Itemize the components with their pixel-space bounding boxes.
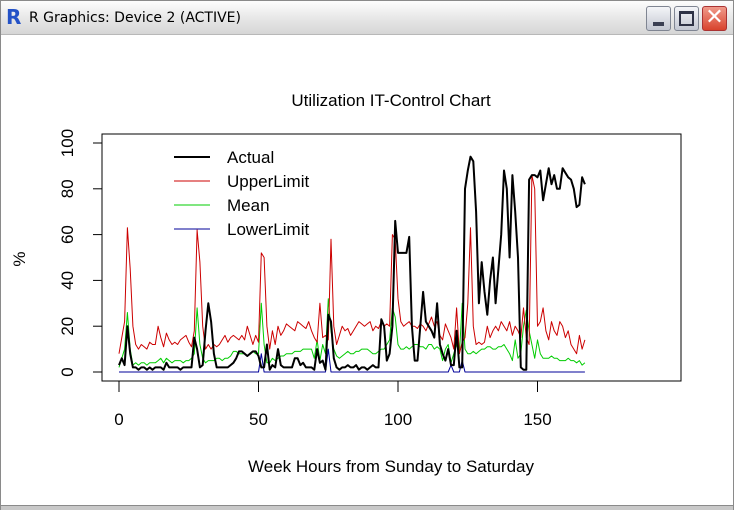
y-axis-label: %	[10, 251, 29, 266]
x-axis: 0 50 100 150	[114, 381, 552, 429]
minimize-icon	[653, 22, 664, 26]
legend-label: Mean	[227, 196, 270, 215]
title-bar[interactable]: R R Graphics: Device 2 (ACTIVE) ✕	[1, 1, 733, 35]
r-logo-icon: R	[6, 5, 22, 29]
x-tick-label: 0	[114, 410, 123, 429]
window-bottom-edge	[1, 505, 733, 510]
plot-box	[101, 133, 682, 382]
y-axis: 0 20 40 60 80 100	[58, 129, 102, 377]
chart-canvas: Utilization IT-Control Chart 0 20 40 60 80 10…	[10, 91, 682, 476]
x-tick-label: 100	[384, 410, 412, 429]
series-actual	[118, 155, 586, 371]
maximize-icon	[679, 11, 694, 26]
y-tick-label: 80	[58, 179, 77, 198]
minimize-button[interactable]	[646, 6, 671, 31]
y-tick-label: 0	[58, 367, 77, 376]
legend-label: LowerLimit	[227, 220, 309, 239]
y-tick-label: 40	[58, 271, 77, 290]
series-mean	[118, 298, 586, 368]
x-tick-label: 150	[523, 410, 551, 429]
y-tick-label: 60	[58, 225, 77, 244]
series-lines	[118, 155, 586, 373]
legend-label: Actual	[227, 148, 274, 167]
x-tick-label: 50	[249, 410, 268, 429]
series-upperlimit	[118, 174, 586, 355]
window-title: R Graphics: Device 2 (ACTIVE)	[29, 10, 241, 26]
maximize-button[interactable]	[674, 6, 699, 31]
series-lowerlimit	[119, 348, 585, 373]
close-icon: ✕	[705, 5, 724, 30]
y-tick-label: 20	[58, 317, 77, 336]
y-tick-label: 100	[58, 129, 77, 157]
chart-title: Utilization IT-Control Chart	[291, 91, 491, 110]
legend-label: UpperLimit	[227, 172, 309, 191]
close-button[interactable]: ✕	[702, 5, 727, 31]
legend: Actual UpperLimit Mean LowerLimit	[174, 148, 309, 239]
x-axis-label: Week Hours from Sunday to Saturday	[248, 457, 534, 476]
